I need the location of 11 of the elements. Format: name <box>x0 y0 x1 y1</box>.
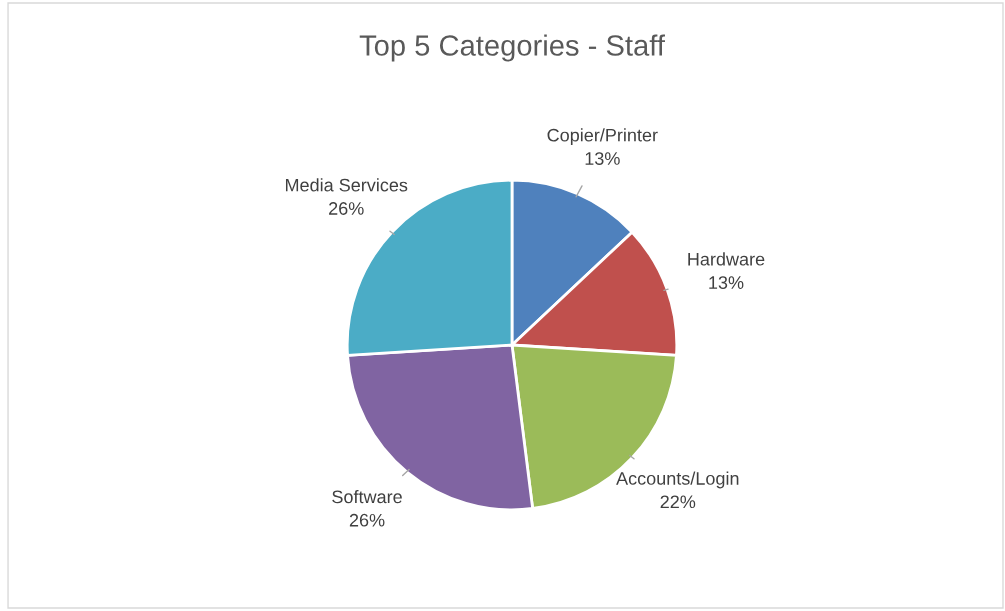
data-label: 22% <box>660 495 696 509</box>
slice-label: Copier/Printer <box>547 128 658 146</box>
slice-label: Software <box>332 489 402 504</box>
chart-title: Top 5 Categories - Staff <box>359 34 665 62</box>
slice-label: Media Services <box>285 178 408 192</box>
slice-label: Hardware <box>688 252 765 266</box>
data-label: 26% <box>329 202 364 215</box>
slice-label: Accounts/Login <box>616 471 739 489</box>
data-label: 26% <box>349 513 385 527</box>
data-label: 13% <box>585 152 620 165</box>
data-label: 13% <box>709 276 744 289</box>
